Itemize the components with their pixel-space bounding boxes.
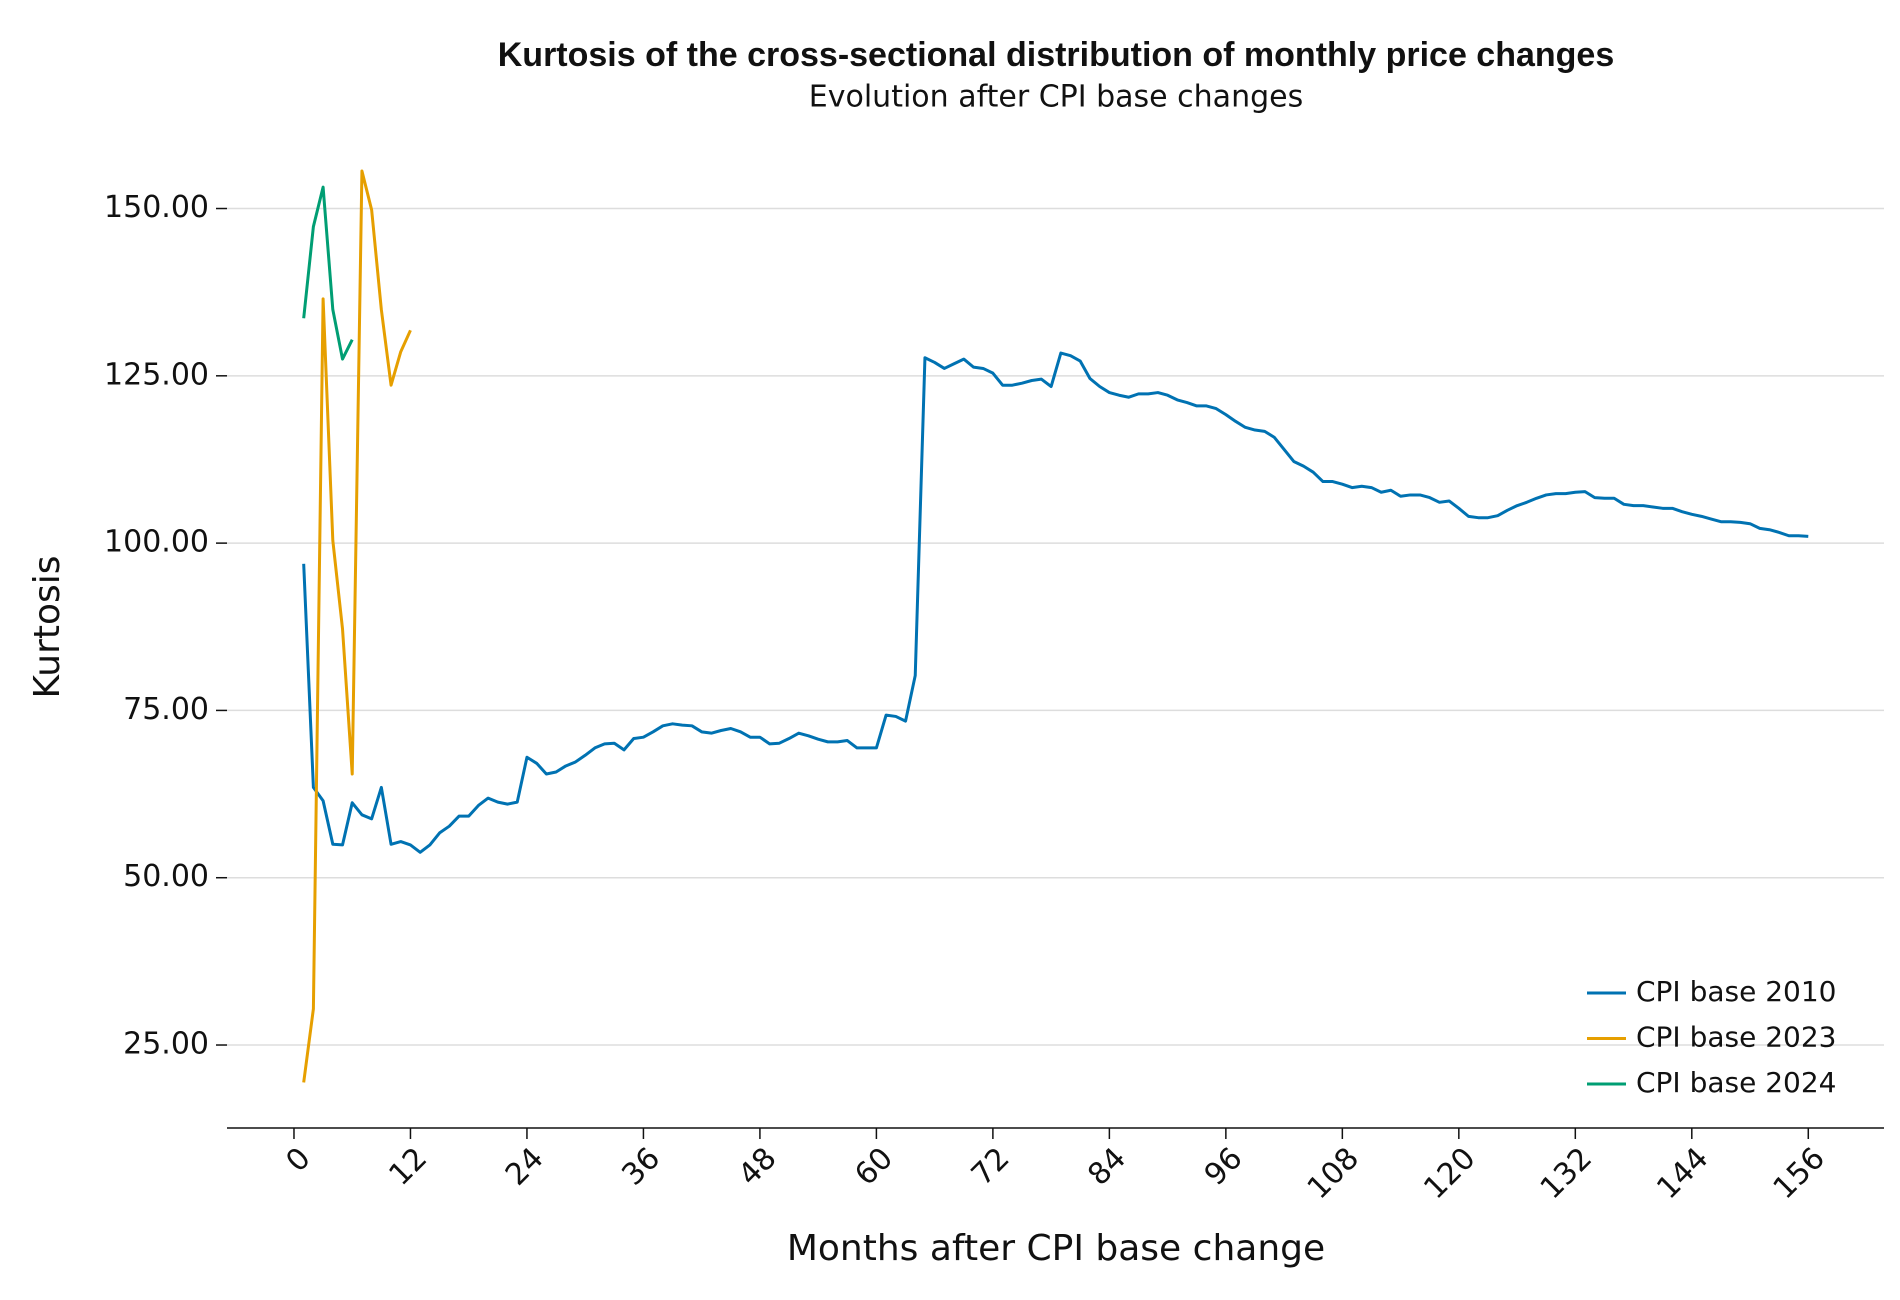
x-tick-label: 0: [279, 1141, 317, 1179]
x-tick-label: 144: [1650, 1141, 1715, 1206]
y-tick-label: 100.00: [104, 525, 209, 560]
x-tick-label: 156: [1767, 1141, 1832, 1206]
legend-label: CPI base 2010: [1636, 975, 1837, 1008]
series-line: [302, 169, 412, 1083]
chart-subtitle: Evolution after CPI base changes: [809, 80, 1303, 115]
x-tick-label: 108: [1301, 1141, 1366, 1206]
y-tick-label: 125.00: [104, 357, 209, 392]
x-tick-label: 48: [732, 1141, 784, 1193]
x-tick-label: 84: [1081, 1141, 1133, 1193]
x-tick-label: 96: [1198, 1141, 1250, 1193]
legend-label: CPI base 2023: [1636, 1021, 1837, 1054]
series-line: [302, 351, 1809, 854]
legend-label: CPI base 2024: [1636, 1066, 1837, 1099]
y-tick-label: 50.00: [123, 859, 209, 894]
y-tick-label: 25.00: [123, 1027, 209, 1062]
chart-title: Kurtosis of the cross-sectional distribu…: [498, 36, 1615, 74]
x-tick-label: 72: [965, 1141, 1017, 1193]
x-tick-label: 12: [382, 1141, 434, 1193]
x-tick-label: 60: [848, 1141, 900, 1193]
y-tick-label: 150.00: [104, 190, 209, 225]
series-line: [302, 185, 354, 361]
x-axis-label: Months after CPI base change: [787, 1228, 1325, 1269]
x-tick-label: 132: [1534, 1141, 1599, 1206]
x-tick-label: 120: [1417, 1141, 1482, 1206]
x-tick-label: 24: [499, 1141, 551, 1193]
y-tick-label: 75.00: [123, 692, 209, 727]
x-tick-label: 36: [615, 1141, 667, 1193]
y-axis-label: Kurtosis: [27, 555, 68, 698]
